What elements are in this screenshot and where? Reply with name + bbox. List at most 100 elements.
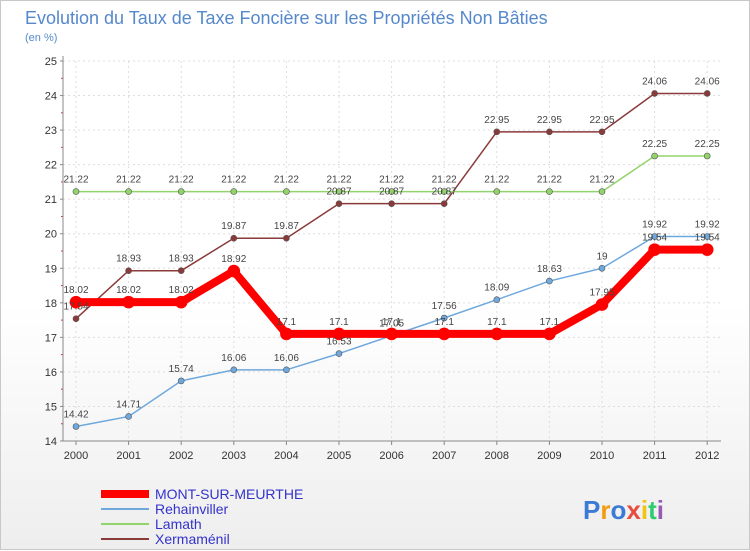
legend-entry: Lamath [155, 516, 202, 532]
logo-text: Proxiti [583, 495, 664, 525]
data-label: 22.95 [589, 115, 614, 126]
data-point [335, 200, 343, 207]
data-label: 19.92 [695, 219, 720, 230]
proxiti-logo: Proxiti [583, 495, 664, 525]
data-point [385, 327, 398, 341]
chart-subtitle: (en %) [25, 32, 57, 44]
logo-letter: t [648, 495, 657, 525]
data-point [177, 377, 185, 385]
data-label: 17.1 [382, 317, 402, 328]
x-tick-label: 2003 [222, 450, 246, 462]
y-tick-label: 17 [45, 332, 57, 344]
x-tick-label: 2007 [432, 450, 456, 462]
data-label: 24.06 [642, 76, 667, 87]
x-tick-label: 2001 [116, 450, 140, 462]
data-point [651, 233, 658, 240]
data-label: 18.09 [484, 283, 509, 294]
data-point [437, 327, 451, 341]
data-label: 18.93 [169, 254, 194, 265]
data-label: 17.1 [277, 317, 297, 328]
data-point [280, 327, 293, 341]
logo-letter: i [657, 495, 664, 525]
legend-entry: Rehainviller [155, 501, 228, 517]
data-label: 19.87 [221, 221, 246, 232]
data-point [493, 296, 501, 304]
data-label: 16.06 [221, 353, 246, 364]
data-point [388, 200, 395, 207]
x-tick-label: 2004 [274, 450, 298, 462]
data-point [332, 327, 346, 341]
data-point [493, 188, 501, 195]
data-label: 17.54 [63, 302, 88, 313]
data-label: 17.1 [540, 317, 560, 328]
data-label: 20.87 [432, 187, 457, 198]
data-point [703, 152, 711, 160]
chart-title: Evolution du Taux de Taxe Foncière sur l… [25, 8, 548, 28]
data-point [230, 188, 238, 195]
series-2 [72, 152, 711, 195]
y-tick-label: 16 [45, 367, 57, 379]
data-point [493, 128, 501, 136]
data-label: 19.54 [642, 233, 667, 244]
data-label: 17.56 [432, 301, 457, 312]
data-label: 16.06 [274, 353, 299, 364]
data-point [440, 188, 448, 195]
data-label: 21.22 [326, 175, 351, 186]
data-point [125, 413, 132, 420]
x-tick-label: 2006 [379, 450, 403, 462]
data-label: 17.05 [379, 319, 404, 330]
y-tick-label: 20 [45, 229, 57, 241]
data-point [72, 423, 80, 430]
logo-letter: P [583, 495, 600, 525]
data-label: 16.53 [326, 337, 351, 348]
data-label: 14.42 [63, 409, 88, 420]
data-point [125, 267, 132, 274]
data-label: 19 [596, 251, 608, 262]
data-label: 17.95 [589, 288, 614, 299]
logo-letter: x [626, 495, 641, 525]
x-tick-label: 2009 [537, 450, 561, 462]
data-point [283, 188, 290, 195]
legend-entry: Xermaménil [155, 531, 230, 547]
data-point [177, 188, 185, 195]
data-label: 17.1 [329, 317, 349, 328]
y-tick-label: 14 [45, 436, 57, 448]
data-label: 15.74 [169, 364, 194, 375]
logo-letter: i [641, 495, 648, 525]
x-tick-label: 2005 [327, 450, 351, 462]
logo-letter: r [600, 495, 610, 525]
data-label: 21.22 [589, 175, 614, 186]
y-tick-label: 23 [45, 125, 57, 137]
data-point [598, 188, 606, 195]
data-point [546, 188, 553, 195]
data-point [648, 243, 661, 256]
data-point [335, 188, 343, 195]
data-label: 17.1 [487, 317, 507, 328]
data-label: 20.87 [379, 187, 404, 198]
data-label: 21.22 [274, 175, 299, 186]
data-label: 21.22 [432, 175, 457, 186]
logo-letter: o [610, 495, 626, 525]
data-point [595, 298, 609, 311]
x-tick-label: 2011 [643, 450, 667, 462]
y-tick-label: 18 [45, 298, 57, 310]
data-point [440, 314, 448, 322]
data-label: 19.87 [274, 221, 299, 232]
y-tick-label: 19 [45, 263, 57, 275]
data-point [72, 315, 80, 323]
grid-lines [63, 60, 721, 442]
data-label: 21.22 [169, 175, 194, 186]
y-tick-label: 25 [45, 56, 57, 68]
data-label: 22.95 [484, 115, 509, 126]
data-point [703, 233, 711, 240]
data-point [72, 188, 80, 195]
data-point [651, 90, 658, 97]
data-label: 18.02 [116, 285, 141, 296]
data-label: 18.02 [63, 285, 88, 296]
data-point [69, 295, 83, 309]
data-labels: 18.02 18.02 18.02 18.92 17.1 17.1 17.1 17.1 17.1… [63, 76, 720, 420]
x-tick-label: 2010 [590, 450, 614, 462]
data-label: 18.63 [537, 264, 562, 275]
data-point [388, 188, 395, 195]
